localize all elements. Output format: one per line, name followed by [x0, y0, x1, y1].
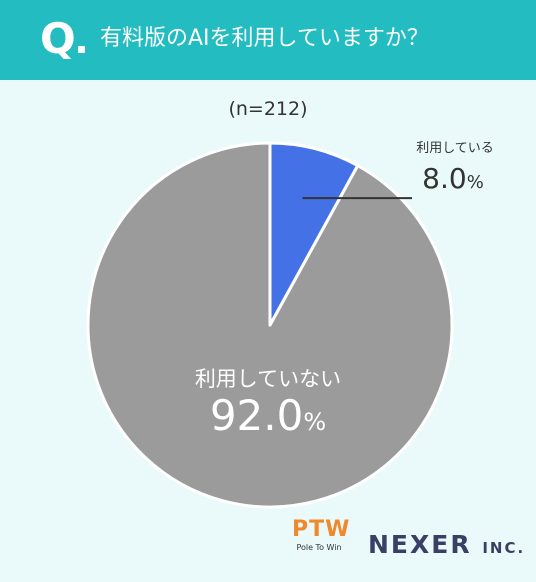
q-mark: Q: [40, 14, 76, 63]
nexer-logo-inc: INC.: [482, 539, 526, 557]
slice-label-used: 利用している: [416, 141, 494, 156]
nexer-logo-text: NEXER: [368, 530, 472, 559]
nexer-logo: NEXER INC.: [368, 530, 525, 559]
ptw-logo-text: PTW: [292, 517, 351, 542]
ptw-logo-subtext: Pole To Win: [296, 543, 342, 552]
slice-value-used: 8.0%: [422, 162, 484, 195]
slice-value-not-used: 92.0%: [210, 391, 326, 440]
ptw-logo: PTW Pole To Win: [292, 517, 351, 554]
slice-label-not-used: 利用していない: [195, 367, 341, 391]
q-dot-icon: [78, 46, 85, 53]
pie-slice-used: [268, 141, 360, 327]
sample-size: (n=212): [228, 98, 308, 120]
header-bar: Q 有料版のAIを利用していますか？: [0, 0, 536, 80]
question-title: 有料版のAIを利用していますか？: [100, 26, 429, 51]
